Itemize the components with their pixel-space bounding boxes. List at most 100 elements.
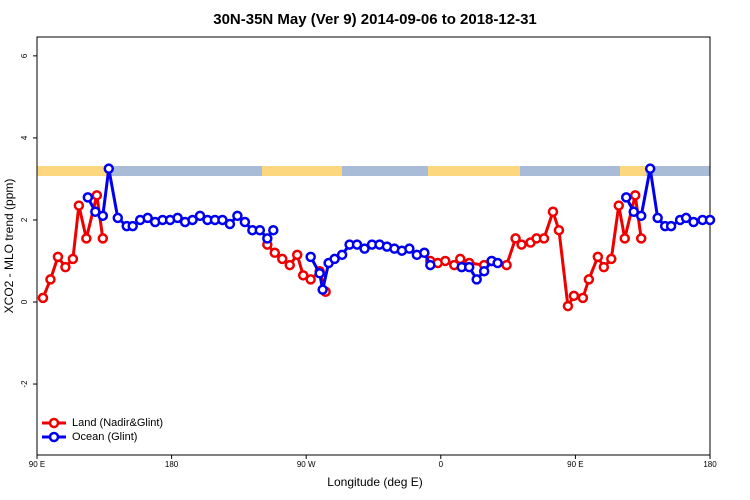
legend-marker bbox=[48, 431, 60, 443]
point bbox=[404, 243, 415, 254]
land-band bbox=[428, 166, 520, 176]
land-band bbox=[37, 166, 107, 176]
land-band bbox=[620, 166, 646, 176]
point bbox=[81, 233, 92, 244]
point bbox=[351, 239, 363, 250]
point bbox=[329, 253, 340, 265]
land-band bbox=[262, 166, 342, 176]
point bbox=[284, 259, 295, 271]
point bbox=[142, 212, 153, 224]
point bbox=[172, 212, 183, 224]
point bbox=[704, 214, 716, 226]
point bbox=[644, 163, 656, 174]
point bbox=[652, 212, 663, 224]
point bbox=[97, 233, 109, 244]
point bbox=[629, 190, 641, 201]
point bbox=[635, 210, 647, 222]
x-tick-label: 90 E bbox=[567, 460, 583, 469]
point bbox=[583, 274, 595, 285]
point bbox=[492, 257, 503, 269]
point bbox=[217, 214, 228, 226]
point bbox=[359, 243, 370, 254]
point bbox=[269, 247, 281, 259]
legend-marker bbox=[48, 417, 60, 429]
point bbox=[538, 233, 550, 244]
point bbox=[97, 210, 109, 222]
plot-frame bbox=[36, 36, 711, 456]
series-line bbox=[86, 168, 275, 241]
point bbox=[103, 163, 115, 174]
point bbox=[67, 253, 79, 265]
point bbox=[194, 210, 206, 222]
point bbox=[239, 216, 251, 228]
point bbox=[454, 253, 466, 265]
point bbox=[598, 261, 610, 273]
point bbox=[478, 265, 490, 277]
point bbox=[592, 251, 604, 263]
legend-label: Ocean (Glint) bbox=[72, 431, 137, 443]
x-tick-label: 90 W bbox=[297, 460, 316, 469]
y-tick-label: 0 bbox=[20, 299, 29, 304]
point bbox=[628, 206, 639, 217]
point bbox=[268, 224, 279, 236]
point bbox=[73, 200, 85, 211]
y-tick-label: 6 bbox=[20, 53, 29, 58]
point bbox=[277, 253, 288, 265]
point bbox=[37, 292, 49, 304]
point bbox=[463, 261, 475, 273]
point bbox=[224, 218, 236, 230]
y-tick-label: 2 bbox=[20, 217, 29, 222]
y-axis-label: XCO2 - MLO trend (ppm) bbox=[2, 179, 16, 314]
ocean-band bbox=[37, 166, 710, 176]
series-line bbox=[429, 194, 643, 311]
point bbox=[501, 259, 512, 271]
point bbox=[187, 214, 198, 226]
point bbox=[305, 274, 316, 285]
point bbox=[91, 190, 103, 201]
point bbox=[547, 206, 559, 217]
point bbox=[680, 212, 692, 224]
x-axis-label: Longitude (deg E) bbox=[327, 475, 422, 489]
point bbox=[688, 216, 699, 228]
point bbox=[419, 247, 430, 259]
point bbox=[510, 233, 521, 244]
point bbox=[620, 192, 632, 203]
point bbox=[613, 200, 625, 211]
point bbox=[127, 220, 138, 232]
point bbox=[471, 274, 482, 285]
point bbox=[577, 292, 589, 304]
x-tick-label: 90 E bbox=[29, 460, 45, 469]
point bbox=[635, 233, 647, 244]
point bbox=[336, 249, 348, 261]
point bbox=[90, 206, 101, 217]
point bbox=[297, 270, 309, 281]
point bbox=[562, 300, 574, 312]
y-tick-label: -2 bbox=[20, 380, 29, 388]
point bbox=[568, 290, 580, 302]
point bbox=[425, 259, 436, 271]
legend-label: Land (Nadir&Glint) bbox=[72, 417, 163, 429]
point bbox=[606, 253, 617, 265]
point bbox=[232, 210, 243, 222]
point bbox=[82, 192, 94, 203]
point bbox=[262, 233, 273, 244]
point bbox=[553, 224, 565, 236]
point bbox=[112, 212, 124, 224]
point bbox=[60, 261, 71, 273]
y-tick-label: 4 bbox=[20, 135, 29, 140]
point bbox=[52, 251, 64, 263]
point bbox=[440, 255, 451, 267]
point bbox=[665, 220, 677, 232]
x-tick-label: 180 bbox=[165, 460, 179, 469]
point bbox=[317, 284, 328, 295]
point bbox=[254, 224, 266, 236]
point bbox=[45, 274, 56, 285]
x-tick-label: 0 bbox=[439, 460, 444, 469]
point bbox=[619, 233, 631, 244]
x-tick-label: 180 bbox=[703, 460, 717, 469]
point bbox=[516, 239, 527, 250]
chart-title: 30N-35N May (Ver 9) 2014-09-06 to 2018-1… bbox=[213, 11, 537, 28]
land-mask bbox=[37, 166, 710, 176]
point bbox=[314, 268, 325, 279]
